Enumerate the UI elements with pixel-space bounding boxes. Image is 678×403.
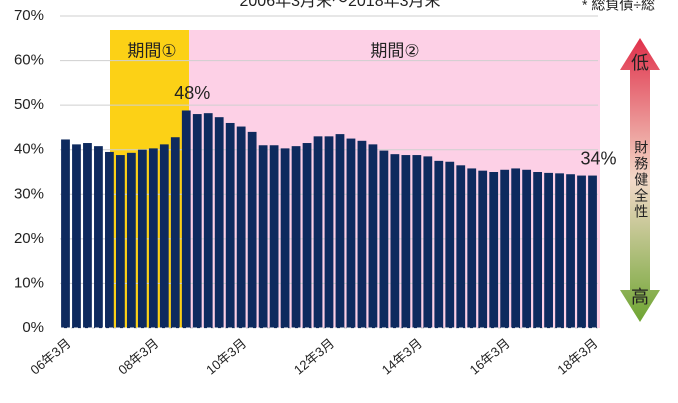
period-label: 期間① [127,41,176,60]
bar [412,155,422,328]
data-label: 34% [580,148,616,168]
bar [258,145,268,328]
bar [335,134,345,328]
y-tick-label: 20% [14,230,44,247]
bar [467,168,477,328]
y-tick-label: 30% [14,185,44,202]
x-tick-label: 18年3月 [554,335,600,377]
bar [533,172,543,328]
bar [302,143,312,328]
bar [445,161,455,328]
bar [83,143,92,328]
bar [434,160,444,328]
bar [148,148,158,328]
bar [159,144,169,328]
y-tick-label: 40% [14,141,44,158]
bar [577,175,586,328]
bar [126,152,136,328]
y-tick-label: 60% [14,52,44,69]
x-tick-label: 08年3月 [115,335,161,377]
x-tick-label: 06年3月 [27,335,73,377]
bar [456,165,466,328]
bar [500,169,510,328]
bar [346,138,356,328]
bar [61,139,70,328]
bar [115,155,125,328]
bar [137,149,147,328]
bar [280,148,290,328]
bar [225,122,235,328]
bar [94,146,103,328]
bar [105,151,114,328]
bar [478,170,488,328]
bar [170,137,180,328]
bar [192,114,202,328]
bar [588,175,597,328]
y-tick-label: 70% [14,7,44,24]
chart-title: 2006年3月末〜2018年3月末 [240,0,441,10]
bar [401,155,411,328]
y-tick-label: 10% [14,274,44,291]
data-label: 48% [174,83,210,103]
bar [379,150,389,328]
x-tick-label: 10年3月 [203,335,249,377]
scale-middle: 財務健全性 [633,140,649,220]
x-tick-label: 14年3月 [379,335,425,377]
bar [72,144,81,328]
x-tick-label: 16年3月 [467,335,513,377]
bar [489,172,499,328]
bar [236,126,246,328]
bar [566,174,575,328]
bar [324,136,334,328]
bar [247,131,257,328]
y-tick-label: 50% [14,96,44,113]
note: * 総負債÷総 [582,0,655,13]
bar [181,110,191,329]
bar [291,146,301,328]
period-label: 期間② [370,41,419,60]
bar [269,145,279,328]
bar [390,154,400,328]
scale-bottom: 高 [631,287,649,307]
bar [555,173,564,328]
bar [313,136,323,328]
x-tick-label: 12年3月 [291,335,337,377]
bar [214,117,224,328]
scale-top: 低 [631,53,649,73]
bar [203,113,213,328]
bar [357,140,367,328]
bar [423,156,433,328]
scale-arrow [620,38,660,322]
bar [522,169,532,328]
y-tick-label: 0% [22,319,44,336]
bar [368,144,378,328]
bar [511,168,521,328]
bar [544,172,553,328]
